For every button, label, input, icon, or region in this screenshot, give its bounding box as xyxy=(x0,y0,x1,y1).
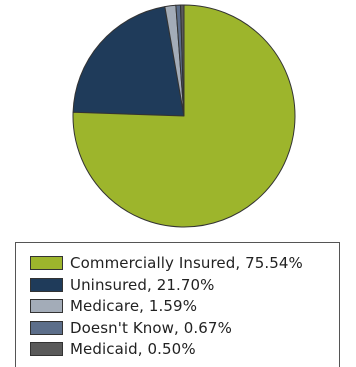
legend-swatch-commercially-insured xyxy=(30,256,63,270)
legend-label-medicaid: Medicaid, 0.50% xyxy=(70,340,196,358)
legend-swatch-doesnt-know xyxy=(30,321,63,335)
pie-slices xyxy=(72,4,296,228)
legend-item-medicaid: Medicaid, 0.50% xyxy=(30,339,196,359)
legend-item-commercially-insured: Commercially Insured, 75.54% xyxy=(30,253,303,273)
legend-swatch-medicaid xyxy=(30,342,63,356)
chart-legend: Commercially Insured, 75.54% Uninsured, … xyxy=(15,242,340,367)
legend-label-commercially-insured: Commercially Insured, 75.54% xyxy=(70,254,303,272)
pie-chart xyxy=(72,4,296,228)
legend-label-uninsured: Uninsured, 21.70% xyxy=(70,276,215,294)
legend-item-medicare: Medicare, 1.59% xyxy=(30,296,197,316)
legend-item-doesnt-know: Doesn't Know, 0.67% xyxy=(30,318,232,338)
pie-slice-uninsured xyxy=(72,6,185,117)
legend-label-doesnt-know: Doesn't Know, 0.67% xyxy=(70,319,232,337)
legend-swatch-uninsured xyxy=(30,278,63,292)
legend-label-medicare: Medicare, 1.59% xyxy=(70,297,198,315)
legend-item-uninsured: Uninsured, 21.70% xyxy=(30,275,215,295)
legend-swatch-medicare xyxy=(30,299,63,313)
pie-slice-commercially-insured xyxy=(72,4,296,228)
